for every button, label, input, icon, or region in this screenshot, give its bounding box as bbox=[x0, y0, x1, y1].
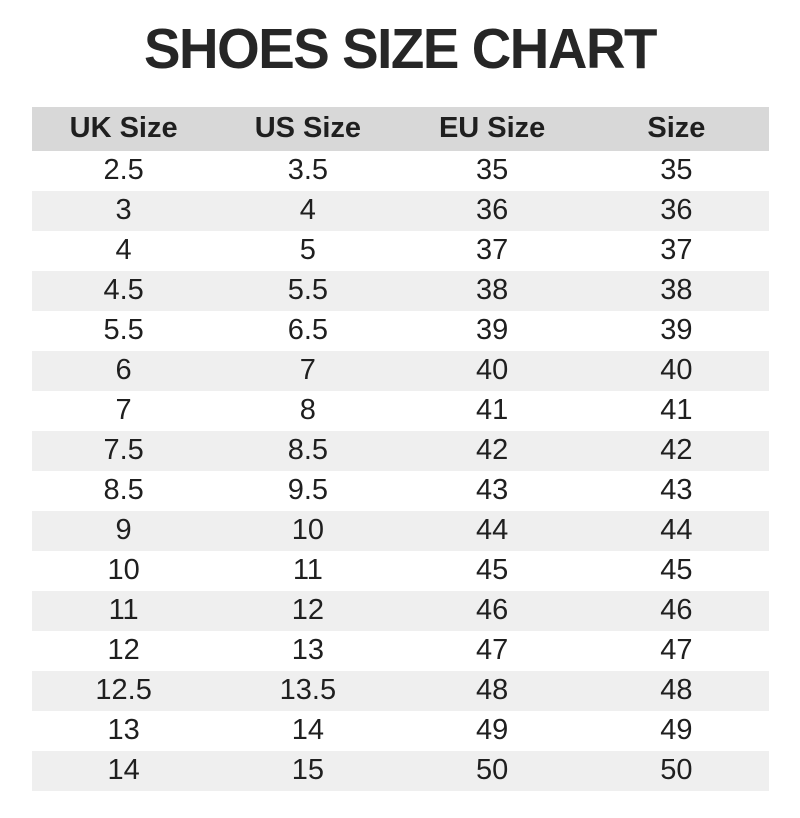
table-cell: 47 bbox=[400, 630, 585, 671]
table-cell: 49 bbox=[400, 710, 585, 751]
table-cell: 37 bbox=[400, 230, 585, 271]
table-cell: 5 bbox=[215, 230, 400, 271]
table-row: 8.5 9.5 43 43 bbox=[31, 470, 769, 511]
table-cell: 48 bbox=[584, 670, 769, 711]
table-cell: 39 bbox=[400, 310, 585, 351]
table-cell: 10 bbox=[31, 550, 216, 591]
column-header: US Size bbox=[215, 106, 400, 151]
table-cell: 7 bbox=[215, 350, 400, 391]
table-cell: 8.5 bbox=[215, 430, 400, 471]
table-row: 3 4 36 36 bbox=[31, 190, 769, 231]
table-cell: 36 bbox=[400, 190, 585, 231]
table-row: 2.5 3.5 35 35 bbox=[31, 150, 769, 191]
table-cell: 12 bbox=[31, 630, 216, 671]
table-cell: 48 bbox=[400, 670, 585, 711]
table-row: 7.5 8.5 42 42 bbox=[31, 430, 769, 471]
table-cell: 8 bbox=[215, 390, 400, 431]
table-cell: 14 bbox=[31, 750, 216, 791]
column-header: Size bbox=[584, 106, 769, 151]
table-header-row: UK Size US Size EU Size Size bbox=[31, 106, 769, 151]
table-cell: 6 bbox=[31, 350, 216, 391]
table-cell: 5.5 bbox=[31, 310, 216, 351]
table-cell: 14 bbox=[215, 710, 400, 751]
table-row: 11 12 46 46 bbox=[31, 590, 769, 631]
table-cell: 36 bbox=[584, 190, 769, 231]
table-cell: 3.5 bbox=[215, 150, 400, 191]
table-cell: 44 bbox=[400, 510, 585, 551]
table-cell: 37 bbox=[584, 230, 769, 271]
table-cell: 45 bbox=[400, 550, 585, 591]
table-cell: 46 bbox=[400, 590, 585, 631]
table-cell: 46 bbox=[584, 590, 769, 631]
table-cell: 13.5 bbox=[215, 670, 400, 711]
table-cell: 12 bbox=[215, 590, 400, 631]
table-row: 4 5 37 37 bbox=[31, 230, 769, 271]
table-cell: 8.5 bbox=[31, 470, 216, 511]
table-cell: 43 bbox=[584, 470, 769, 511]
table-row: 13 14 49 49 bbox=[31, 710, 769, 751]
table-cell: 49 bbox=[584, 710, 769, 751]
table-row: 6 7 40 40 bbox=[31, 350, 769, 391]
table-cell: 42 bbox=[584, 430, 769, 471]
table-cell: 9.5 bbox=[215, 470, 400, 511]
table-cell: 4.5 bbox=[31, 270, 216, 311]
table-cell: 4 bbox=[31, 230, 216, 271]
table-cell: 15 bbox=[215, 750, 400, 791]
table-cell: 41 bbox=[400, 390, 585, 431]
table-cell: 5.5 bbox=[215, 270, 400, 311]
table-cell: 12.5 bbox=[31, 670, 216, 711]
table-cell: 40 bbox=[584, 350, 769, 391]
table-row: 14 15 50 50 bbox=[31, 750, 769, 791]
table-cell: 41 bbox=[584, 390, 769, 431]
table-cell: 39 bbox=[584, 310, 769, 351]
table-cell: 38 bbox=[400, 270, 585, 311]
table-cell: 50 bbox=[400, 750, 585, 791]
table-cell: 7.5 bbox=[31, 430, 216, 471]
table-cell: 35 bbox=[400, 150, 585, 191]
table-cell: 3 bbox=[31, 190, 216, 231]
table-cell: 43 bbox=[400, 470, 585, 511]
table-cell: 9 bbox=[31, 510, 216, 551]
table-row: 12.5 13.5 48 48 bbox=[31, 670, 769, 711]
table-cell: 40 bbox=[400, 350, 585, 391]
page-title: SHOES SIZE CHART bbox=[143, 17, 658, 81]
table-cell: 10 bbox=[215, 510, 400, 551]
table-cell: 11 bbox=[215, 550, 400, 591]
table-head: UK Size US Size EU Size Size bbox=[31, 106, 769, 151]
table-cell: 13 bbox=[215, 630, 400, 671]
table-row: 7 8 41 41 bbox=[31, 390, 769, 431]
table-cell: 38 bbox=[584, 270, 769, 311]
table-row: 5.5 6.5 39 39 bbox=[31, 310, 769, 351]
table-row: 10 11 45 45 bbox=[31, 550, 769, 591]
column-header: EU Size bbox=[400, 106, 585, 151]
table-cell: 13 bbox=[31, 710, 216, 751]
table-cell: 47 bbox=[584, 630, 769, 671]
table-cell: 7 bbox=[31, 390, 216, 431]
table-cell: 42 bbox=[400, 430, 585, 471]
table-cell: 11 bbox=[31, 590, 216, 631]
table-cell: 50 bbox=[584, 750, 769, 791]
table-body: 2.5 3.5 35 35 3 4 36 36 4 5 37 37 4.5 5.5 38 38 5.5 6.5 39… bbox=[31, 150, 769, 791]
table-row: 9 10 44 44 bbox=[31, 510, 769, 551]
size-chart-table: UK Size US Size EU Size Size 2.5 3.5 35 35 3 4 36… bbox=[31, 106, 769, 791]
table-cell: 6.5 bbox=[215, 310, 400, 351]
table-row: 4.5 5.5 38 38 bbox=[31, 270, 769, 311]
table-cell: 44 bbox=[584, 510, 769, 551]
table-row: 12 13 47 47 bbox=[31, 630, 769, 671]
table-cell: 4 bbox=[215, 190, 400, 231]
column-header: UK Size bbox=[31, 106, 216, 151]
table-cell: 2.5 bbox=[31, 150, 216, 191]
table-cell: 45 bbox=[584, 550, 769, 591]
table-cell: 35 bbox=[584, 150, 769, 191]
